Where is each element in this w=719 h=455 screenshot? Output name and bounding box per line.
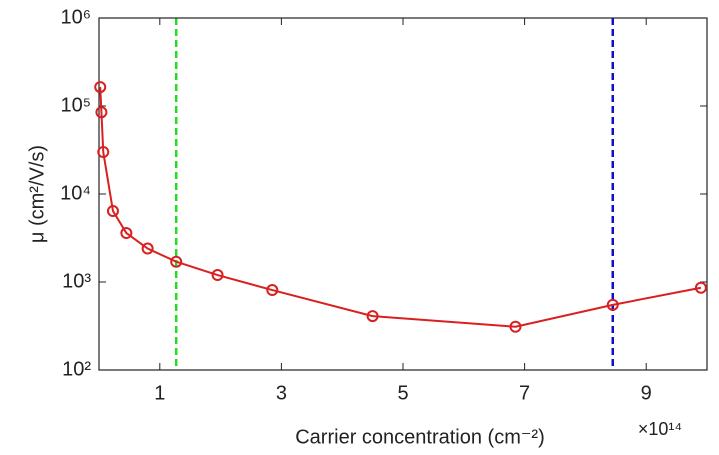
x-tick-label: 3 — [276, 382, 287, 404]
y-tick-label: 10² — [62, 358, 91, 380]
data-point — [94, 81, 107, 94]
y-tick-label: 10³ — [62, 270, 91, 292]
data-point — [211, 269, 224, 282]
data-point — [120, 227, 133, 240]
x-tick-label: 5 — [397, 382, 408, 404]
x-axis-label: Carrier concentration (cm⁻²) — [295, 426, 545, 448]
data-point — [266, 284, 279, 297]
y-tick-label: 10⁵ — [60, 94, 91, 116]
x-tick-label: 1 — [154, 382, 165, 404]
data-point — [141, 242, 154, 255]
data-point — [606, 298, 619, 311]
x-multiplier: ×10¹⁴ — [638, 419, 682, 439]
y-tick-label: 10⁶ — [61, 6, 91, 28]
data-line — [99, 87, 702, 328]
data-point — [97, 146, 110, 159]
data-point — [366, 310, 379, 323]
data-point — [95, 106, 108, 119]
y-tick-label: 10⁴ — [60, 182, 91, 204]
x-tick-label: 9 — [641, 382, 652, 404]
data-point — [694, 281, 707, 294]
data-point — [509, 320, 522, 333]
plot-frame — [98, 17, 708, 371]
y-axis-label: μ (cm²/V/s) — [26, 145, 48, 243]
data-point — [170, 255, 183, 268]
x-tick-label: 7 — [519, 382, 530, 404]
data-point — [106, 205, 119, 218]
